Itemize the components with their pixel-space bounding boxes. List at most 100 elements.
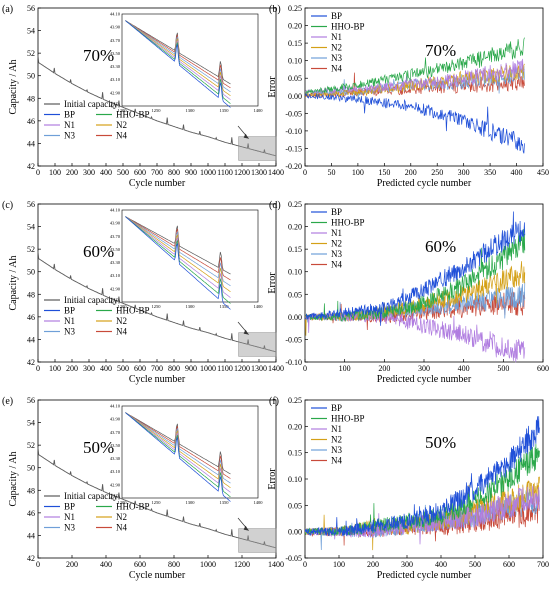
panel-e-inset-ytick-label: 43.90 [110, 417, 121, 422]
panel-a-xtick-label: 1300 [251, 168, 267, 177]
panel-d-legend-entry: N2 [331, 239, 342, 249]
panel-a-inset-frame [121, 13, 259, 107]
panel-b-ytick-label: 0.25 [288, 4, 302, 13]
panel-e-ytick-label: 46 [27, 509, 35, 518]
panel-label-a: (a) [2, 4, 13, 15]
panel-d-legend-entry: BP [331, 207, 342, 217]
panel-a-inset-line [125, 20, 231, 108]
panel-e-inset: 1200 1250 1300 1350 1400 42.70 42.90 43.10 43.30… [110, 404, 263, 506]
panel-f-legend-entry: N1 [331, 424, 342, 434]
panel-d-xtick-label: 100 [339, 364, 351, 373]
panel-c-inset-xtick-label: 1250 [152, 304, 162, 309]
panel-b-legend-entry: N2 [331, 43, 342, 53]
panel-label-e: (e) [2, 396, 13, 407]
panel-a-zoom-arrowhead [243, 133, 249, 139]
panel-d-ytick-label: 0.20 [288, 223, 302, 232]
panel-e-inset-xtick-label: 1400 [254, 500, 264, 505]
panel-a-legend-entry: N3 [64, 131, 75, 141]
panel-c-ytick-label: 56 [27, 200, 35, 209]
panel-c-zoom-arrowhead [243, 329, 249, 335]
panel-e-xtick-label: 200 [66, 560, 78, 569]
panel-c-xtick-label: 1400 [268, 364, 284, 373]
panel-a-xtick-label: 300 [83, 168, 95, 177]
panel-a-inset-xtick-label: 1350 [220, 108, 230, 113]
panel-c-inset-xtick-label: 1300 [186, 304, 196, 309]
panel-b-xtick-label: 100 [352, 168, 364, 177]
panel-d-percent-label: 60% [425, 237, 456, 256]
panel-a-xtick-label: 900 [185, 168, 197, 177]
panel-a-zoom-region [238, 136, 277, 161]
panel-b-ytick-label: 0.15 [288, 39, 302, 48]
panel-c-ylabel: Capacity / Ah [8, 256, 19, 311]
panel-d-legend-entry: N3 [331, 249, 342, 259]
panel-d-ytick-label: -0.10 [285, 358, 302, 367]
panel-d-ytick-label: 0.15 [288, 245, 302, 254]
panel-c-xtick-label: 200 [66, 364, 78, 373]
panel-c-xtick-label: 300 [83, 364, 95, 373]
panel-e-xtick-label: 0 [36, 560, 40, 569]
panel-a-inset-ytick-label: 43.70 [110, 38, 121, 43]
panel-c-inset-ytick-label: 43.70 [110, 234, 121, 239]
panel-e-legend-entry: N2 [116, 512, 127, 522]
panel-f-xtick-label: 500 [469, 560, 481, 569]
panel-a-inset-xtick-label: 1400 [254, 108, 264, 113]
panel-e-line-initial-capacity [37, 447, 277, 549]
panel-a-xtick-label: 600 [134, 168, 146, 177]
panel-b-axes: 0 50 100 150 200 250 300 350 400 450 -0.20 -0.15 -0.… [267, 4, 549, 189]
panel-e-inset-frame [121, 405, 259, 499]
panel-d-ytick-label: 0.00 [288, 313, 302, 322]
panel-e-inset-ytick-label: 43.10 [110, 469, 121, 474]
panel-e-ytick-label: 52 [27, 441, 35, 450]
panel-a-ytick-label: 56 [27, 4, 35, 13]
panel-a-line-initial-capacity [37, 55, 277, 157]
panel-f-xtick-label: 700 [537, 560, 549, 569]
panel-d-ylabel: Error [267, 272, 278, 294]
panel-c-legend-entry: Initial capacity [64, 295, 118, 305]
panel-a-ytick-label: 54 [27, 27, 35, 36]
panel-e-ylabel: Capacity / Ah [8, 452, 19, 507]
panel-d-legend-entry: HHO-BP [331, 218, 365, 228]
panel-c-ytick-label: 44 [27, 335, 35, 344]
panel-b-xtick-label: 250 [431, 168, 443, 177]
panel-c-inset-line [125, 216, 231, 310]
panel-f-legend-entry: N4 [331, 456, 342, 466]
panel-c-legend-entry: N1 [64, 316, 75, 326]
panel-a-legend-entry: BP [64, 110, 75, 120]
panel-f-percent-label: 50% [425, 433, 456, 452]
panel-e-inset-xtick-label: 1350 [220, 500, 230, 505]
panel-e-ytick-label: 54 [27, 419, 35, 428]
panel-a-ytick-label: 48 [27, 94, 35, 103]
panel-c-xtick-label: 400 [100, 364, 112, 373]
panel-d-xtick-label: 500 [497, 364, 509, 373]
panel-a-xtick-label: 1000 [200, 168, 216, 177]
panel-f-xtick-label: 200 [367, 560, 379, 569]
panel-d-ytick-label: 0.25 [288, 200, 302, 209]
panel-f-ytick-label: 0.05 [288, 501, 302, 510]
panel-f-ytick-label: -0.05 [285, 554, 302, 563]
panel-f-ytick-label: 0.25 [288, 396, 302, 405]
panel-c-xtick-label: 700 [151, 364, 163, 373]
panel-c-ytick-label: 54 [27, 223, 35, 232]
panel-e-xtick-label: 1200 [234, 560, 250, 569]
panel-a-ytick-label: 42 [27, 162, 35, 171]
panel-d-line-n1 [305, 311, 526, 363]
panel-a-xtick-label: 1100 [217, 168, 233, 177]
panel-a-legend-entry: N2 [116, 120, 127, 130]
panel-e-legend-entry: BP [64, 502, 75, 512]
panel-a-ytick-label: 52 [27, 49, 35, 58]
panel-b-legend-entry: BP [331, 11, 342, 21]
panel-a-inset-ytick-label: 42.90 [110, 90, 121, 95]
panel-e-legend-entry: N1 [64, 512, 75, 522]
panel-a-xtick-label: 700 [151, 168, 163, 177]
panel-c-xtick-label: 1200 [234, 364, 250, 373]
panel-c-inset-ytick-label: 44.10 [110, 208, 121, 213]
panel-b-ylabel: Error [267, 76, 278, 98]
panel-b-xtick-label: 0 [303, 168, 307, 177]
panel-b-xtick-label: 50 [327, 168, 335, 177]
panel-a-xtick-label: 800 [168, 168, 180, 177]
panel-c-xtick-label: 900 [185, 364, 197, 373]
panel-a-xlabel: Cycle number [129, 178, 186, 189]
panel-a-inset-ytick-label: 42.70 [110, 104, 121, 109]
